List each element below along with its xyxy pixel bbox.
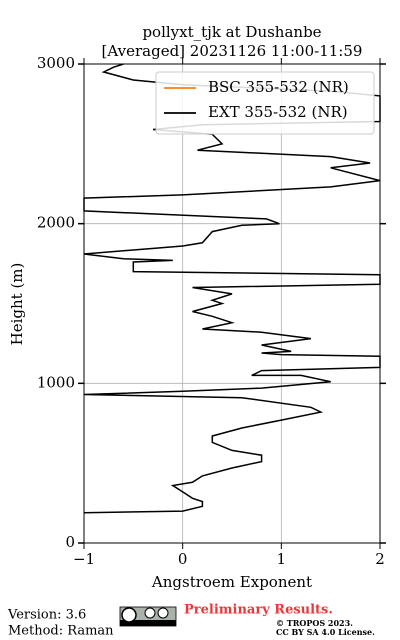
cc-logo — [119, 606, 177, 627]
x-tick-label: 1 — [277, 550, 287, 568]
chart-title: pollyxt_tjk at Dushanbe — [142, 23, 321, 41]
y-tick-label: 1000 — [37, 373, 75, 391]
y-tick-label: 0 — [65, 533, 75, 551]
y-axis-label: Height (m) — [8, 263, 26, 346]
legend: BSC 355-532 (NR) EXT 355-532 (NR) — [155, 71, 375, 135]
x-axis-label: Angstroem Exponent — [151, 573, 312, 591]
copyright: © TROPOS 2023. — [276, 618, 353, 628]
status: Preliminary Results. — [184, 603, 333, 618]
method: Method: Raman — [8, 624, 114, 639]
legend-box — [155, 71, 375, 135]
x-tick-label: 2 — [375, 550, 385, 568]
legend-label: BSC 355-532 (NR) — [208, 78, 349, 96]
version: Version: 3.6 — [7, 608, 86, 623]
y-tick-label: 3000 — [37, 54, 75, 72]
chart-subtitle: [Averaged] 20231126 11:00-11:59 — [102, 42, 363, 60]
y-tick-label: 2000 — [37, 214, 75, 232]
grid — [83, 63, 381, 544]
x-tick-label: −1 — [73, 550, 95, 568]
license: CC BY SA 4.0 License. — [276, 627, 375, 637]
x-tick-label: 0 — [178, 550, 188, 568]
legend-label: EXT 355-532 (NR) — [208, 103, 348, 121]
series-line — [83, 63, 381, 514]
plot-lines — [83, 63, 381, 514]
plot-frame — [83, 63, 381, 544]
